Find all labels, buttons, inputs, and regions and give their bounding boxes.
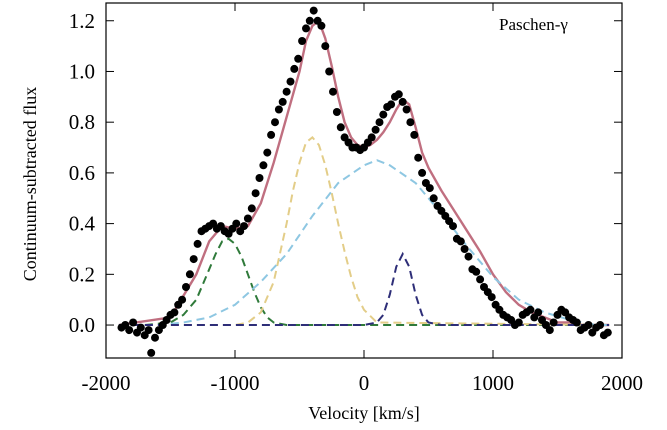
- data-point: [309, 6, 318, 15]
- data-point: [460, 245, 469, 253]
- data-point: [170, 308, 179, 317]
- line-annotation: Paschen-γ: [499, 15, 568, 34]
- y-axis-title: Continuum-subtracted flux: [20, 87, 40, 281]
- y-tick-label: 0.8: [69, 110, 95, 134]
- data-point: [317, 21, 326, 30]
- data-point: [425, 184, 434, 193]
- data-point: [329, 87, 337, 96]
- x-tick-label: -1000: [211, 371, 260, 395]
- data-point: [255, 174, 264, 182]
- data-point: [449, 222, 457, 231]
- series-line-4: [118, 159, 610, 326]
- data-point: [278, 97, 287, 106]
- y-tick-label: 0.2: [69, 262, 95, 286]
- data-point: [410, 130, 419, 139]
- data-point: [402, 105, 411, 114]
- x-tick-label: 0: [359, 371, 370, 395]
- data-point: [472, 267, 481, 276]
- y-tick-label: 0.6: [69, 161, 95, 185]
- data-point: [414, 153, 423, 162]
- data-point: [584, 321, 593, 329]
- data-point: [136, 323, 145, 332]
- data-point: [147, 348, 156, 357]
- data-point: [545, 326, 554, 335]
- data-point: [572, 318, 581, 327]
- series-line-2: [118, 237, 610, 326]
- plot-frame: [105, 2, 623, 359]
- data-point: [464, 252, 473, 261]
- data-point: [232, 219, 241, 228]
- data-point: [367, 133, 376, 142]
- data-point: [549, 318, 558, 327]
- data-point: [514, 318, 523, 327]
- data-point: [394, 90, 403, 99]
- data-point: [185, 270, 194, 279]
- series-line-5: [118, 251, 610, 326]
- data-point: [305, 16, 314, 25]
- data-point: [476, 275, 485, 284]
- observed-points: [117, 6, 612, 357]
- data-point: [332, 108, 341, 116]
- x-tick-label: 1000: [472, 371, 514, 395]
- y-tick-label: 1.0: [69, 59, 95, 83]
- fit-curves: [118, 18, 610, 327]
- data-point: [325, 67, 334, 76]
- data-point: [251, 189, 260, 198]
- data-point: [129, 318, 138, 327]
- data-point: [189, 255, 198, 264]
- data-point: [534, 308, 543, 317]
- data-point: [259, 161, 268, 170]
- data-point: [240, 222, 248, 231]
- data-point: [526, 305, 535, 314]
- data-point: [387, 100, 396, 109]
- data-point: [298, 37, 307, 45]
- data-point: [406, 118, 415, 127]
- x-tick-label: -2000: [82, 371, 131, 395]
- data-point: [302, 24, 310, 33]
- data-point: [125, 326, 134, 335]
- data-point: [294, 54, 303, 63]
- data-point: [274, 105, 283, 114]
- series-line-1: [118, 18, 610, 327]
- series-line-3: [118, 136, 610, 326]
- data-point: [371, 125, 380, 134]
- x-tick-label: 2000: [601, 371, 643, 395]
- y-tick-label: 0.4: [69, 212, 96, 236]
- data-point: [282, 87, 291, 96]
- data-point: [271, 118, 279, 127]
- data-point: [193, 239, 202, 248]
- data-point: [456, 237, 465, 246]
- y-tick-label: 0.0: [69, 313, 95, 337]
- data-point: [263, 148, 272, 157]
- data-point: [418, 168, 427, 177]
- data-point: [151, 333, 159, 342]
- data-point: [144, 326, 153, 335]
- data-point: [182, 283, 190, 291]
- data-point: [603, 328, 612, 337]
- data-point: [398, 97, 407, 106]
- data-point: [375, 118, 384, 127]
- data-point: [487, 293, 496, 302]
- data-point: [429, 194, 438, 203]
- data-point: [247, 204, 256, 213]
- tick-labels: -2000 -1000 0 1000 2000 0.0 0.2 0.4 0.6 0.8 1.0 1.2: [69, 9, 643, 395]
- data-point: [336, 123, 345, 132]
- data-point: [267, 130, 276, 139]
- y-tick-label: 1.2: [69, 9, 95, 33]
- x-axis-title: Velocity [km/s]: [308, 403, 419, 423]
- data-point: [379, 110, 388, 119]
- data-point: [596, 321, 605, 329]
- data-point: [243, 214, 252, 223]
- data-point: [286, 77, 295, 86]
- data-point: [321, 42, 330, 51]
- data-point: [290, 64, 299, 73]
- data-point: [178, 295, 187, 304]
- axis-ticks: [105, 3, 623, 358]
